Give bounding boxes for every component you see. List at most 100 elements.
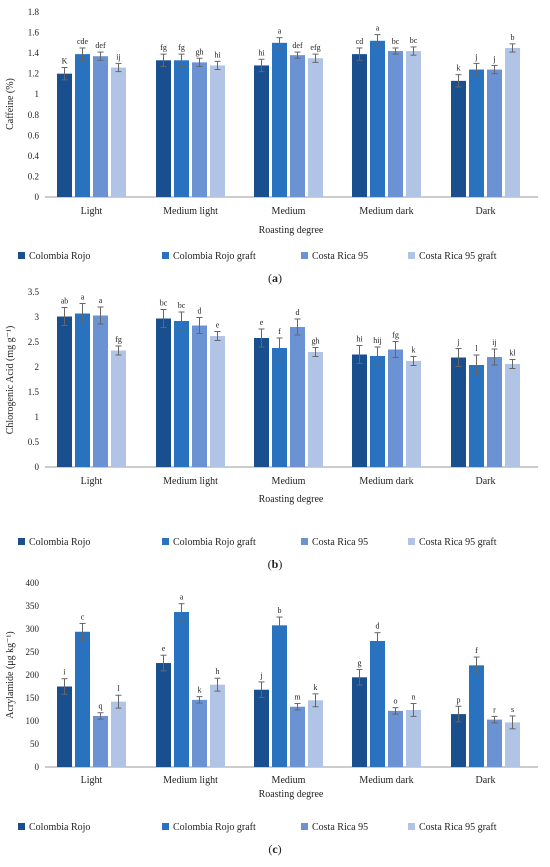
significance-letter: d xyxy=(376,622,380,631)
bar xyxy=(388,51,403,197)
x-tick-label: Medium xyxy=(272,476,306,487)
bar xyxy=(370,640,385,767)
significance-letter: d xyxy=(198,307,202,316)
bar xyxy=(469,365,484,467)
bar xyxy=(57,316,72,467)
y-tick-label: 0 xyxy=(35,192,40,202)
panel-caption: (b) xyxy=(268,557,283,571)
significance-letter: a xyxy=(278,27,282,36)
y-axis-title: Chlorogenic Acid (mg g⁻¹) xyxy=(5,326,16,435)
significance-letter: n xyxy=(412,693,416,702)
bar xyxy=(272,42,287,198)
y-axis-title: Acrylamide (μg kg⁻¹) xyxy=(5,631,16,719)
x-axis-title: Roasting degree xyxy=(259,494,324,505)
significance-letter: fg xyxy=(160,43,167,52)
bar xyxy=(487,69,502,197)
bar xyxy=(75,631,90,767)
bar xyxy=(57,686,72,767)
significance-letter: e xyxy=(162,644,166,653)
y-tick-label: 0.2 xyxy=(28,171,39,181)
y-tick-label: 250 xyxy=(26,647,40,657)
significance-letter: bc xyxy=(178,301,186,310)
bar xyxy=(111,67,126,197)
legend-label: Costa Rica 95 xyxy=(312,537,368,548)
y-tick-label: 3.5 xyxy=(28,287,40,297)
significance-letter: j xyxy=(259,671,262,680)
y-tick-label: 1.2 xyxy=(28,69,39,79)
y-tick-label: 100 xyxy=(26,716,40,726)
significance-letter: o xyxy=(394,697,398,706)
x-tick-label: Medium xyxy=(272,775,306,786)
significance-letter: def xyxy=(95,41,106,50)
significance-letter: hi xyxy=(214,50,221,59)
significance-letter: efg xyxy=(310,43,320,52)
legend-swatch xyxy=(18,538,25,545)
bar xyxy=(210,684,225,767)
panel-caption: (a) xyxy=(268,271,282,285)
bar xyxy=(192,62,207,197)
x-tick-label: Medium dark xyxy=(359,775,413,786)
legend-label: Colombia Rojo graft xyxy=(173,537,256,548)
bar xyxy=(406,361,421,467)
significance-letter: bc xyxy=(392,37,400,46)
panel-letter: b xyxy=(272,557,279,571)
legend-label: Colombia Rojo xyxy=(29,251,90,262)
y-tick-label: 2 xyxy=(35,362,40,372)
bar xyxy=(352,354,367,467)
significance-letter: K xyxy=(62,57,68,66)
legend-label: Colombia Rojo graft xyxy=(173,251,256,262)
bar xyxy=(290,55,305,197)
significance-letter: a xyxy=(99,296,103,305)
bar xyxy=(406,51,421,197)
y-tick-label: 350 xyxy=(26,601,40,611)
significance-letter: fg xyxy=(178,43,185,52)
significance-letter: m xyxy=(294,693,301,702)
bar xyxy=(505,364,520,467)
y-tick-label: 0 xyxy=(35,762,40,772)
significance-letter: a xyxy=(376,24,380,33)
bar xyxy=(174,611,189,767)
bar xyxy=(290,327,305,467)
legend-label: Costa Rica 95 xyxy=(312,251,368,262)
significance-letter: ij xyxy=(492,338,496,347)
significance-letter: k xyxy=(457,64,461,73)
bar xyxy=(174,60,189,197)
legend-swatch xyxy=(408,538,415,545)
y-tick-label: 150 xyxy=(26,693,40,703)
significance-letter: hi xyxy=(356,335,363,344)
bar xyxy=(57,73,72,197)
panel-caffeine: 0 0.2 0.4 0.6 0.8 1 1.2 1.4 1.6 1.8 Kfg hi cd k cde fg a… xyxy=(5,7,538,285)
significance-letter: l xyxy=(475,344,478,353)
bar xyxy=(451,357,466,467)
bar xyxy=(111,350,126,467)
y-tick-label: 0.8 xyxy=(28,110,40,120)
significance-letter: ab xyxy=(61,297,69,306)
significance-letter: d xyxy=(296,308,300,317)
panel-acrylamide: 0 50 100 150 200 250 300 350 400 i e j g p c a b d f q k m o r l… xyxy=(5,578,538,856)
legend-swatch xyxy=(18,823,25,830)
significance-letter: j xyxy=(492,54,495,63)
significance-letter: f xyxy=(475,646,478,655)
significance-letter: s xyxy=(511,705,514,714)
panel-letter: c xyxy=(272,842,278,856)
significance-letter: c xyxy=(81,612,85,621)
x-tick-label: Dark xyxy=(476,476,496,487)
y-tick-label: 0.4 xyxy=(28,151,40,161)
bar xyxy=(156,60,171,197)
bar xyxy=(174,321,189,467)
legend-label: Colombia Rojo xyxy=(29,822,90,833)
legend-swatch xyxy=(301,538,308,545)
bar xyxy=(192,325,207,467)
bar xyxy=(75,54,90,198)
bar xyxy=(192,699,207,767)
bar xyxy=(254,689,269,767)
bar xyxy=(370,356,385,467)
y-tick-label: 300 xyxy=(26,624,40,634)
legend-swatch xyxy=(162,252,169,259)
bar xyxy=(308,700,323,767)
panel-letter: a xyxy=(272,271,278,285)
bar xyxy=(272,625,287,767)
panel-caption: (c) xyxy=(268,842,281,856)
y-tick-label: 1 xyxy=(35,412,40,422)
